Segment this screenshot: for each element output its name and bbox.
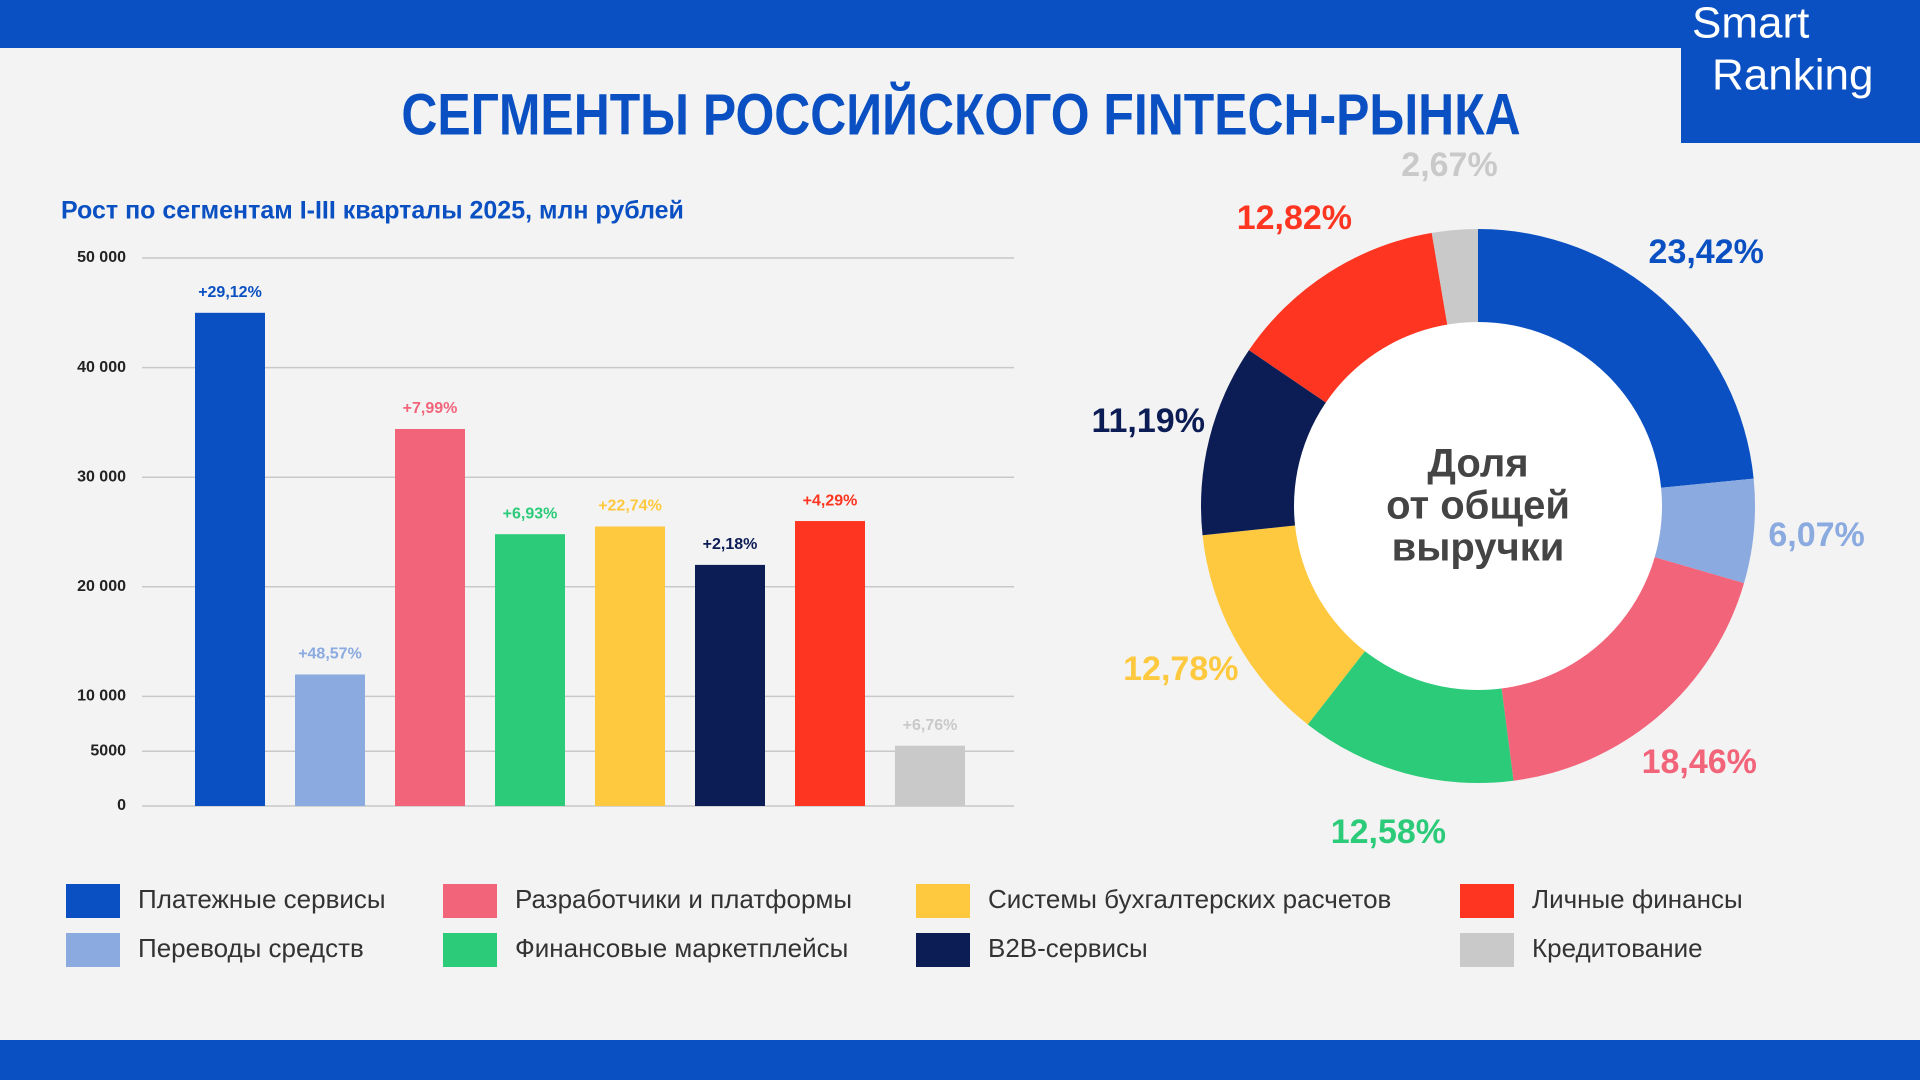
legend-swatch: [916, 884, 970, 918]
slice-label: 6,07%: [1768, 516, 1864, 554]
growth-label: +29,12%: [198, 284, 262, 301]
growth-label: +2,18%: [703, 536, 758, 553]
slice-label: 23,42%: [1649, 233, 1764, 271]
legend-label: Системы бухгалтерских расчетов: [988, 884, 1391, 914]
y-tick-label: 5000: [90, 742, 126, 759]
center-label: от общей: [1386, 484, 1570, 528]
bar: [695, 564, 765, 806]
bottom-band: [0, 1040, 1920, 1080]
slice-label: 12,58%: [1331, 813, 1446, 851]
bar: [195, 312, 265, 806]
legend-label: Переводы средств: [138, 933, 364, 963]
legend-swatch: [916, 933, 970, 967]
center-label: выручки: [1392, 526, 1565, 570]
y-tick-label: 10 000: [77, 688, 126, 705]
slice-label: 12,78%: [1123, 650, 1238, 688]
y-tick-label: 30 000: [77, 468, 126, 485]
chart-title: Рост по сегментам I-III кварталы 2025, м…: [61, 197, 684, 225]
growth-label: +48,57%: [298, 646, 362, 663]
page-title: СЕГМЕНТЫ РОССИЙСКОГО FINTECH-РЫНКА: [401, 82, 1520, 147]
growth-label: +7,99%: [403, 400, 458, 417]
legend-swatch: [443, 884, 497, 918]
bar: [495, 534, 565, 806]
growth-label: +6,93%: [503, 505, 558, 522]
slice-label: 12,82%: [1237, 199, 1352, 237]
growth-label: +6,76%: [903, 717, 958, 734]
legend-label: Разработчики и платформы: [515, 884, 852, 914]
legend-label: Личные финансы: [1532, 884, 1743, 914]
legend-swatch: [1460, 884, 1514, 918]
slice-label: 18,46%: [1642, 743, 1757, 781]
logo-box: [1681, 0, 1920, 143]
legend-label: B2B-сервисы: [988, 933, 1148, 963]
slice-label: 2,67%: [1401, 146, 1497, 184]
donut: [1201, 229, 1755, 783]
bar: [895, 745, 965, 806]
y-tick-label: 20 000: [77, 578, 126, 595]
logo-text: Smart: [1692, 0, 1809, 48]
growth-label: +22,74%: [598, 498, 662, 515]
growth-label: +4,29%: [803, 492, 858, 509]
legend-label: Финансовые маркетплейсы: [515, 933, 848, 963]
center-label: Доля: [1427, 442, 1528, 486]
y-tick-label: 40 000: [77, 359, 126, 376]
legend-swatch: [443, 933, 497, 967]
legend-swatch: [1460, 933, 1514, 967]
bar: [395, 428, 465, 806]
y-tick-label: 50 000: [77, 249, 126, 266]
top-band: [0, 0, 1920, 48]
bar: [795, 521, 865, 806]
slice-label: 11,19%: [1091, 402, 1204, 440]
legend-swatch: [66, 884, 120, 918]
bar: [595, 526, 665, 806]
donut-hole: [1294, 322, 1662, 690]
legend-label: Кредитование: [1532, 933, 1703, 963]
logo-text: Ranking: [1712, 51, 1873, 100]
legend-label: Платежные сервисы: [138, 884, 386, 914]
legend-swatch: [66, 933, 120, 967]
y-tick-label: 0: [117, 797, 126, 814]
bar: [295, 674, 365, 806]
